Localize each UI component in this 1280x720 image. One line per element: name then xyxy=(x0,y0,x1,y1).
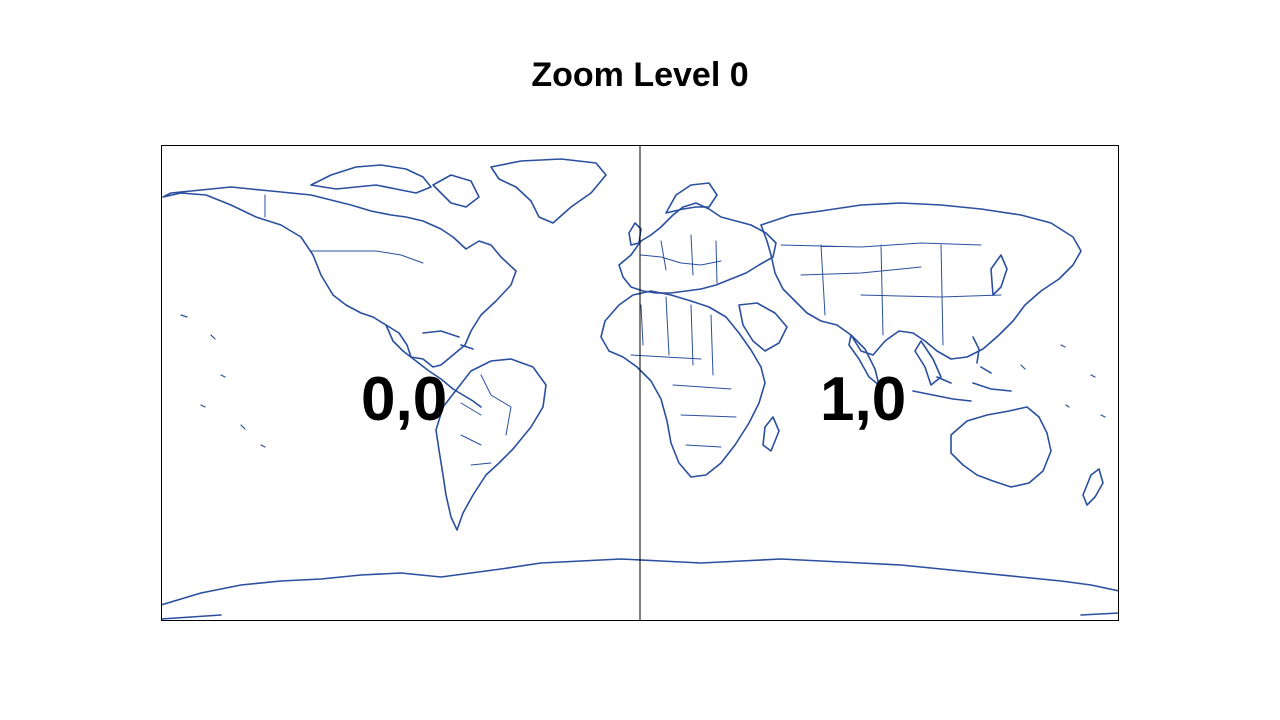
page-title: Zoom Level 0 xyxy=(531,56,749,94)
tile-label: 0,0 xyxy=(361,365,448,434)
caribbean-islands xyxy=(422,330,474,350)
asia-outline xyxy=(760,202,1082,360)
greenland-outline xyxy=(490,158,607,224)
arabia-outline xyxy=(738,302,788,352)
madagascar-outline xyxy=(762,416,780,452)
southeast-asia-outline xyxy=(914,340,942,386)
scandinavia-outline xyxy=(665,182,718,214)
antarctica-outline xyxy=(161,558,1119,606)
central-america-outline xyxy=(385,324,482,408)
antarctica-bottom-edge xyxy=(161,612,1119,620)
us-canada-border xyxy=(310,250,424,264)
indonesia-islands xyxy=(912,366,1012,402)
pacific-islands xyxy=(180,314,1106,448)
asia-borders xyxy=(780,242,1002,346)
tile-1-0[interactable]: 1,0 xyxy=(640,145,1119,621)
tile-label: 1,0 xyxy=(820,365,907,434)
india-outline xyxy=(848,334,880,386)
australia-outline xyxy=(950,406,1052,488)
world-map: 0,0 1,0 xyxy=(161,145,1119,621)
south-america-borders xyxy=(460,374,512,466)
africa-outline xyxy=(600,290,766,478)
baffin-island xyxy=(432,174,480,208)
africa-borders xyxy=(630,296,737,448)
world-outline-map xyxy=(161,145,1119,621)
europe-borders xyxy=(640,234,722,284)
new-zealand-outline xyxy=(1082,468,1104,506)
north-america-outline xyxy=(162,186,517,368)
canada-arctic-islands xyxy=(310,164,432,194)
philippines-outline xyxy=(972,336,980,364)
south-america-outline xyxy=(435,358,547,531)
tile-0-0[interactable]: 0,0 xyxy=(161,145,640,621)
japan-outline xyxy=(990,254,1008,296)
